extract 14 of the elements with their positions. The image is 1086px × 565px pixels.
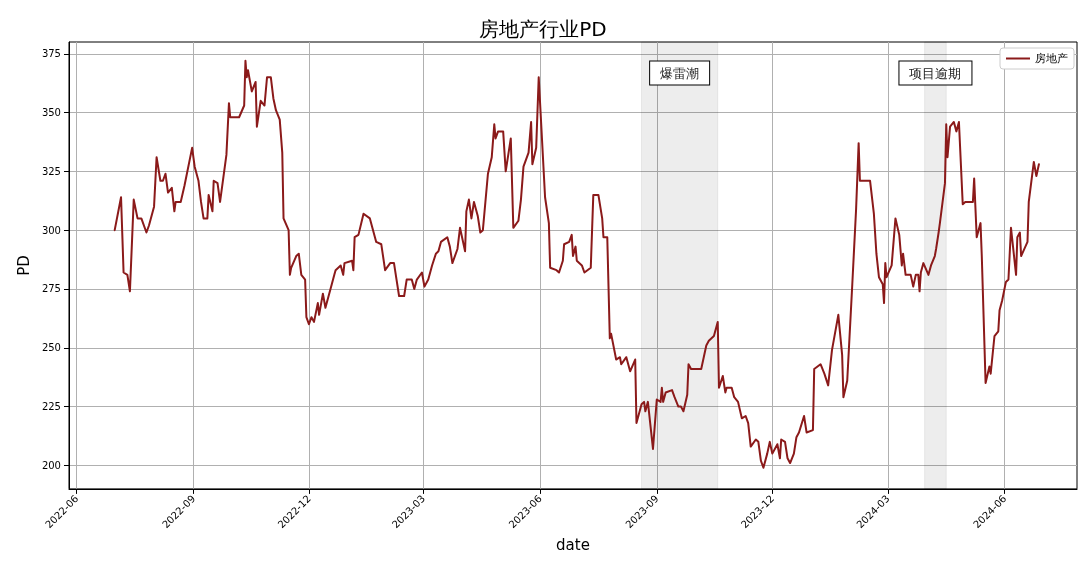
y-axis-title: PD <box>14 255 33 276</box>
legend-label: 房地产 <box>1035 52 1068 65</box>
band-label: 项目逾期 <box>909 65 962 81</box>
band-label: 爆雷潮 <box>660 65 700 81</box>
y-tick-label: 300 <box>41 224 61 236</box>
y-tick-label: 275 <box>41 283 61 295</box>
y-tick-label: 250 <box>41 342 61 354</box>
y-tick-label: 200 <box>41 459 61 471</box>
y-tick-label: 375 <box>41 48 61 60</box>
chart-title: 房地产行业PD <box>479 17 607 41</box>
y-tick-label: 325 <box>41 165 61 177</box>
y-tick-label: 350 <box>41 107 61 119</box>
y-tick-label: 225 <box>41 401 61 413</box>
x-axis-title: date <box>556 535 590 554</box>
